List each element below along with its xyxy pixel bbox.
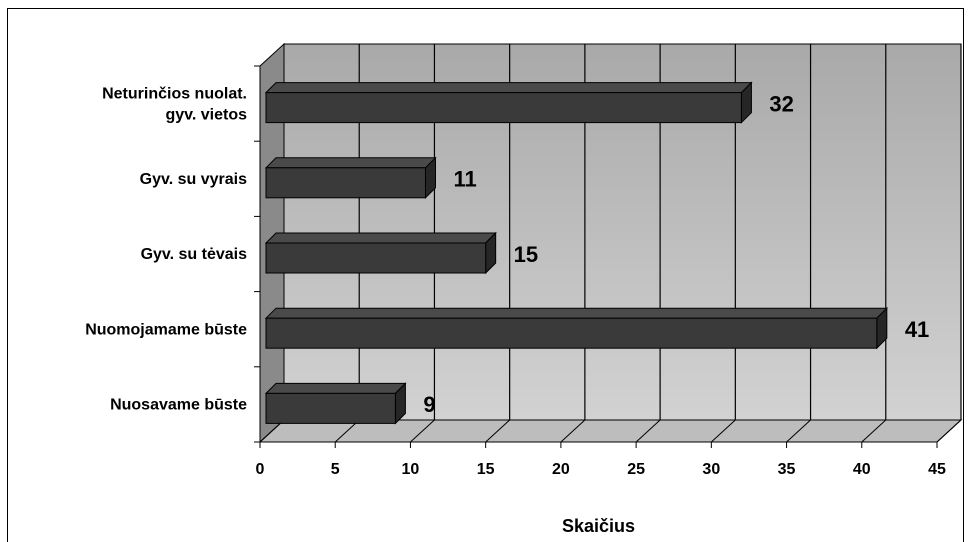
gridline-floor: [710, 419, 736, 443]
bar-top-face: [264, 307, 889, 319]
gridline-floor: [485, 419, 511, 443]
bar: [264, 231, 497, 275]
x-tick-label: 30: [702, 461, 720, 478]
category-label: Gyv. su tėvais: [141, 246, 248, 263]
bar-top-face: [264, 82, 753, 94]
bar: [264, 382, 407, 425]
data-label: 11: [453, 167, 476, 192]
bar-front-face: [265, 317, 878, 349]
gridline-floor: [786, 419, 811, 443]
x-tick-label: 40: [853, 461, 871, 478]
category-label: Gyv. su vyrais: [140, 171, 247, 188]
x-tick-label: 5: [331, 461, 340, 478]
data-label: 41: [905, 317, 929, 342]
bar: [264, 306, 889, 350]
category-label: Neturinčios nuolat.: [102, 85, 247, 102]
x-axis-title: Skaičius: [562, 516, 635, 536]
bar-front-face: [265, 242, 487, 274]
category-label: Nuomojamame būste: [85, 321, 247, 338]
bar-front-face: [265, 92, 742, 124]
bar-top-face: [264, 157, 437, 169]
data-label: 32: [769, 91, 793, 116]
data-label: 15: [514, 242, 538, 267]
gridline-floor: [861, 419, 887, 443]
gridline-floor: [560, 419, 586, 443]
x-tick-label: 25: [627, 461, 645, 478]
x-tick-label: 0: [256, 461, 265, 478]
bar-top-face: [264, 232, 497, 244]
x-tick-label: 10: [402, 461, 420, 478]
gridline-floor: [410, 419, 435, 443]
data-label: 9: [423, 392, 435, 417]
bar: [264, 81, 753, 124]
category-label: gyv. vietos: [165, 106, 247, 123]
x-tick-label: 35: [778, 461, 796, 478]
bar-top-face: [264, 382, 407, 394]
category-label: Nuosavame būste: [110, 397, 247, 414]
bar: [264, 156, 437, 200]
gridline-floor: [635, 419, 661, 443]
x-tick-label: 15: [477, 461, 495, 478]
x-tick-label: 45: [928, 461, 946, 478]
x-tick-label: 20: [552, 461, 570, 478]
bar-front-face: [265, 392, 396, 424]
gridline-floor: [936, 419, 962, 443]
bar-front-face: [265, 167, 426, 199]
